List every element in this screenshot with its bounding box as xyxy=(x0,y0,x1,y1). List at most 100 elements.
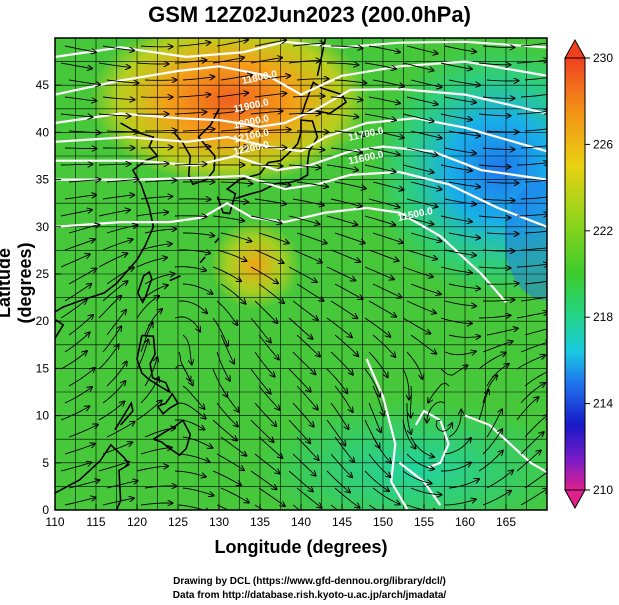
streamline-arrow xyxy=(60,210,92,217)
streamline-arrow xyxy=(98,296,121,319)
streamline-arrow xyxy=(330,402,349,429)
streamline-arrow xyxy=(524,179,547,183)
streamline-arrow xyxy=(368,504,378,510)
streamline-arrow xyxy=(64,239,95,251)
x-tick-label: 140 xyxy=(291,515,311,529)
streamline-arrow xyxy=(68,269,97,285)
streamline-arrow xyxy=(288,165,320,168)
credit-drawing: Drawing by DCL (https://www.gfd-dennou.o… xyxy=(173,576,446,587)
streamline-arrow xyxy=(212,470,241,485)
streamline-arrow xyxy=(254,402,276,426)
colorbar-tick-label: 230 xyxy=(593,51,613,65)
coastline xyxy=(55,122,159,313)
streamline-arrow xyxy=(448,283,480,289)
y-tick-label: 25 xyxy=(36,267,50,281)
streamline-arrow xyxy=(410,487,442,495)
streamline-arrow xyxy=(410,436,434,457)
streamline-arrow xyxy=(68,425,98,438)
x-tick-label: 155 xyxy=(414,515,434,529)
streamline-arrow xyxy=(326,164,358,170)
streamline-arrow xyxy=(182,385,205,409)
streamline-arrow xyxy=(98,62,130,67)
streamline-arrow xyxy=(448,479,479,489)
streamline-arrow xyxy=(296,79,329,80)
streamline-arrow xyxy=(368,453,390,477)
streamline-arrow xyxy=(254,249,284,263)
streamline-arrow xyxy=(478,451,503,472)
streamline-arrow xyxy=(216,300,237,325)
streamline-arrow xyxy=(406,403,411,434)
streamline-arrow xyxy=(140,377,159,404)
colorbar-tick-label: 222 xyxy=(593,224,613,238)
y-tick-label: 5 xyxy=(42,456,49,470)
streamline-arrow xyxy=(364,215,395,225)
streamline-arrow xyxy=(182,77,214,81)
streamline-arrow xyxy=(486,233,519,234)
streamline-arrow xyxy=(482,97,515,98)
y-tick-label: 40 xyxy=(36,125,50,139)
streamline-arrow xyxy=(98,402,124,421)
streamline-arrow xyxy=(216,198,248,202)
streamline-arrow xyxy=(330,249,360,262)
streamline-arrow xyxy=(296,487,322,508)
streamline-arrow xyxy=(478,267,511,268)
streamline-arrow xyxy=(140,46,173,47)
streamline-arrow xyxy=(372,385,384,416)
streamline-arrow xyxy=(520,432,544,455)
streamline-arrow xyxy=(106,179,138,182)
streamline-arrow xyxy=(435,419,452,432)
wind-streamlines xyxy=(60,40,547,510)
streamline-arrow xyxy=(183,233,214,236)
streamline-arrow xyxy=(60,254,90,268)
streamline-arrow xyxy=(482,46,514,47)
streamline-arrow xyxy=(60,113,92,117)
streamline-arrow xyxy=(288,317,313,339)
coastline xyxy=(114,401,134,431)
streamline-arrow xyxy=(140,196,172,199)
streamline-arrow xyxy=(64,444,95,455)
streamline-arrow xyxy=(288,368,311,392)
streamline-arrow xyxy=(486,364,509,387)
streamline-arrow xyxy=(334,487,360,508)
contour-line xyxy=(464,414,547,474)
streamline-arrow xyxy=(327,63,358,65)
streamline-arrow xyxy=(330,453,352,477)
streamline-arrow xyxy=(178,402,206,419)
streamline-arrow xyxy=(410,181,442,189)
streamline-arrow xyxy=(410,334,436,354)
streamline-arrow xyxy=(296,385,318,410)
streamline-arrow xyxy=(60,462,91,472)
x-tick-label: 120 xyxy=(127,515,147,529)
streamline-arrow xyxy=(292,198,324,205)
x-tick-label: 130 xyxy=(209,515,229,529)
streamline-arrow xyxy=(334,181,366,189)
streamline-arrow xyxy=(288,266,317,282)
colorbar-tick-label: 226 xyxy=(593,137,613,151)
streamline-arrow xyxy=(292,351,315,374)
streamline-arrow xyxy=(136,296,159,319)
streamline-arrow xyxy=(372,232,403,243)
streamline-arrow xyxy=(326,215,357,225)
y-axis-ticks: 0 5 10 15 20 25 30 35 40 45 xyxy=(36,78,61,517)
streamline-arrow xyxy=(64,387,92,404)
streamline-arrow xyxy=(444,499,476,506)
streamline-arrow xyxy=(102,239,133,251)
streamline-arrow xyxy=(402,470,432,483)
streamline-arrow xyxy=(444,147,476,153)
streamline-arrow xyxy=(68,315,93,336)
streamline-arrow xyxy=(216,453,244,470)
streamline-arrow xyxy=(106,79,138,83)
contour-line xyxy=(365,358,409,510)
streamline-arrow xyxy=(368,147,400,155)
streamline-arrow xyxy=(516,355,545,370)
streamline-arrow xyxy=(330,351,353,375)
streamline-arrow xyxy=(182,487,214,496)
streamline-arrow xyxy=(178,453,209,462)
streamline-arrow xyxy=(406,198,438,207)
streamline-arrow xyxy=(406,249,437,259)
streamline-arrow xyxy=(444,45,476,52)
y-tick-label: 20 xyxy=(36,314,50,328)
streamline-arrow xyxy=(68,79,100,85)
